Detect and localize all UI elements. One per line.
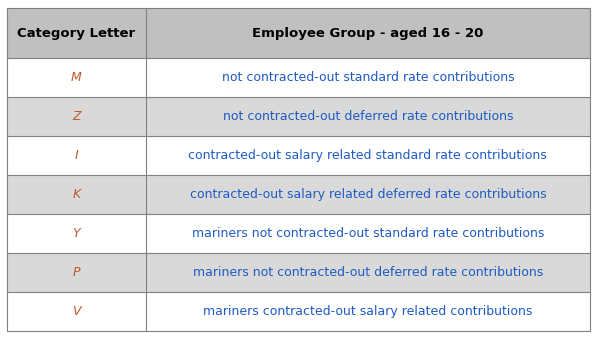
Bar xyxy=(7,97,146,136)
Text: not contracted-out deferred rate contributions: not contracted-out deferred rate contrib… xyxy=(223,110,513,123)
Bar xyxy=(7,214,146,253)
Text: K: K xyxy=(72,188,81,201)
Text: Z: Z xyxy=(72,110,81,123)
Text: P: P xyxy=(73,266,80,279)
Bar xyxy=(7,175,146,214)
Text: I: I xyxy=(75,149,78,162)
Bar xyxy=(7,253,146,292)
Bar xyxy=(146,97,590,136)
Text: Category Letter: Category Letter xyxy=(17,27,136,40)
Bar xyxy=(7,136,146,175)
Bar xyxy=(7,292,146,331)
Text: not contracted-out standard rate contributions: not contracted-out standard rate contrib… xyxy=(221,71,514,84)
Bar xyxy=(146,175,590,214)
Bar xyxy=(146,58,590,97)
Text: Employee Group - aged 16 - 20: Employee Group - aged 16 - 20 xyxy=(252,27,484,40)
Bar xyxy=(146,253,590,292)
Bar xyxy=(7,8,146,58)
Text: contracted-out salary related standard rate contributions: contracted-out salary related standard r… xyxy=(189,149,547,162)
Text: mariners not contracted-out standard rate contributions: mariners not contracted-out standard rat… xyxy=(192,227,544,240)
Text: Y: Y xyxy=(73,227,81,240)
Text: mariners contracted-out salary related contributions: mariners contracted-out salary related c… xyxy=(203,305,533,318)
Bar xyxy=(7,58,146,97)
Bar xyxy=(146,292,590,331)
Text: contracted-out salary related deferred rate contributions: contracted-out salary related deferred r… xyxy=(189,188,546,201)
Bar xyxy=(146,8,590,58)
Text: V: V xyxy=(72,305,81,318)
Bar xyxy=(146,214,590,253)
Text: mariners not contracted-out deferred rate contributions: mariners not contracted-out deferred rat… xyxy=(193,266,543,279)
Text: M: M xyxy=(71,71,82,84)
Bar xyxy=(146,136,590,175)
